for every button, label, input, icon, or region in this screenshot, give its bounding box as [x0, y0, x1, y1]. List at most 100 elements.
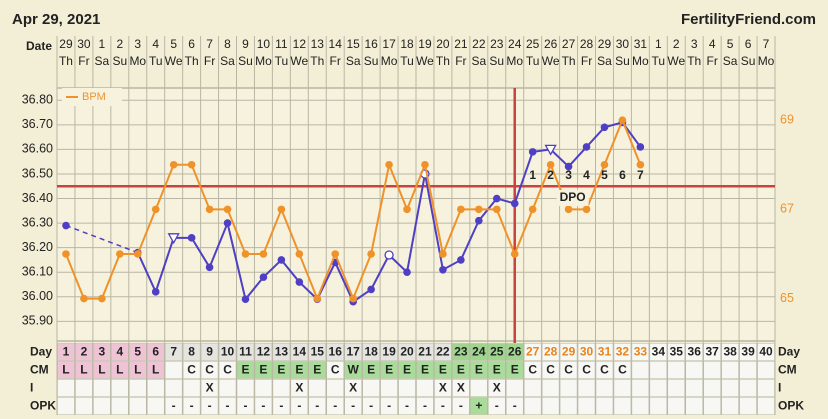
table-cell	[613, 397, 632, 415]
weekday-label: Fr	[204, 54, 215, 68]
table-cell	[434, 379, 452, 397]
site-name: FertilityFriend.com	[681, 11, 816, 28]
date-label: 21	[454, 37, 468, 51]
row-label-right: I	[778, 381, 781, 395]
date-label: Date	[26, 39, 52, 53]
date-label: 29	[598, 37, 612, 51]
weekday-label: We	[165, 54, 183, 68]
point	[223, 205, 232, 214]
table-cm: E	[385, 363, 393, 377]
table-cell	[685, 397, 703, 415]
table-cell	[75, 397, 93, 415]
date-label: 26	[544, 37, 558, 51]
point	[295, 278, 304, 286]
table-cm: E	[439, 363, 447, 377]
table-cell	[523, 379, 542, 397]
table-days: 9	[206, 345, 213, 359]
chart-title: Apr 29, 2021	[12, 11, 100, 28]
table-cm: C	[528, 363, 537, 377]
date-label: 31	[634, 37, 648, 51]
point	[403, 268, 411, 277]
table-cell	[236, 397, 255, 415]
weekday-label: Mo	[506, 54, 523, 68]
weekday-label: Mo	[632, 54, 649, 68]
date-label: 1	[99, 37, 106, 51]
point	[223, 219, 232, 227]
table-cell	[398, 397, 416, 415]
point	[313, 294, 322, 303]
point	[403, 205, 411, 214]
table-cell	[613, 379, 632, 397]
table-cm: L	[98, 363, 105, 377]
weekday-label: Mo	[129, 54, 146, 68]
table-cell	[416, 343, 434, 361]
table-cell	[218, 397, 237, 415]
table-cell	[488, 343, 506, 361]
dpo-number: 7	[637, 168, 644, 182]
point	[544, 144, 557, 156]
point	[564, 162, 573, 171]
table-cell	[488, 361, 506, 379]
weekday-label: Tu	[400, 54, 414, 68]
table-cell	[434, 343, 452, 361]
table-days: 29	[562, 345, 576, 359]
table-cm: C	[582, 363, 591, 377]
table-cm: E	[475, 363, 483, 377]
table-cell	[111, 343, 129, 361]
table-opk: -	[513, 399, 517, 413]
date-label: 12	[293, 37, 307, 51]
table-cell	[57, 379, 75, 397]
table-cm: E	[295, 363, 303, 377]
table-cm: W	[348, 363, 360, 377]
table-cell	[721, 343, 739, 361]
table-cell	[685, 361, 703, 379]
table-cell	[595, 361, 614, 379]
table-cell	[290, 361, 309, 379]
point	[439, 250, 447, 258]
date-label: 22	[472, 37, 486, 51]
table-days: 39	[741, 345, 755, 359]
point	[618, 116, 627, 124]
table-days: 6	[152, 345, 159, 359]
table-cell	[703, 379, 721, 397]
table-cell	[236, 343, 255, 361]
table-cell	[703, 397, 721, 415]
table-cell	[506, 343, 524, 361]
table-cell	[362, 343, 380, 361]
weekday-label: Su	[741, 54, 756, 68]
weekday-label: Fr	[78, 54, 89, 68]
table-cell	[164, 397, 183, 415]
table-cm: L	[80, 363, 87, 377]
table-cell	[739, 379, 757, 397]
table-cell	[111, 397, 129, 415]
table-days: 21	[418, 345, 432, 359]
table-cm: C	[600, 363, 609, 377]
table-cell	[649, 379, 668, 397]
table-cell	[577, 343, 596, 361]
table-cell	[344, 379, 362, 397]
date-label: 27	[562, 37, 576, 51]
table-cell	[470, 343, 488, 361]
table-cell	[721, 379, 739, 397]
date-label: 5	[170, 37, 177, 51]
point	[457, 256, 465, 264]
date-label: 18	[400, 37, 414, 51]
weekday-label: Sa	[471, 54, 486, 68]
point	[385, 160, 393, 169]
table-days: 10	[221, 345, 235, 359]
weekday-label: Su	[238, 54, 253, 68]
weekday-label: Tu	[652, 54, 666, 68]
table-cell	[398, 379, 416, 397]
table-days: 36	[688, 345, 702, 359]
table-cell	[434, 361, 452, 379]
weekday-label: We	[416, 54, 434, 68]
point	[564, 205, 573, 214]
y2-tick-label: 65	[780, 291, 794, 305]
table-days: 16	[329, 345, 343, 359]
date-label: 10	[257, 37, 271, 51]
point	[151, 288, 160, 296]
point	[169, 160, 178, 169]
point	[205, 205, 214, 214]
table-cell	[218, 343, 237, 361]
table-opk: -	[261, 399, 265, 413]
